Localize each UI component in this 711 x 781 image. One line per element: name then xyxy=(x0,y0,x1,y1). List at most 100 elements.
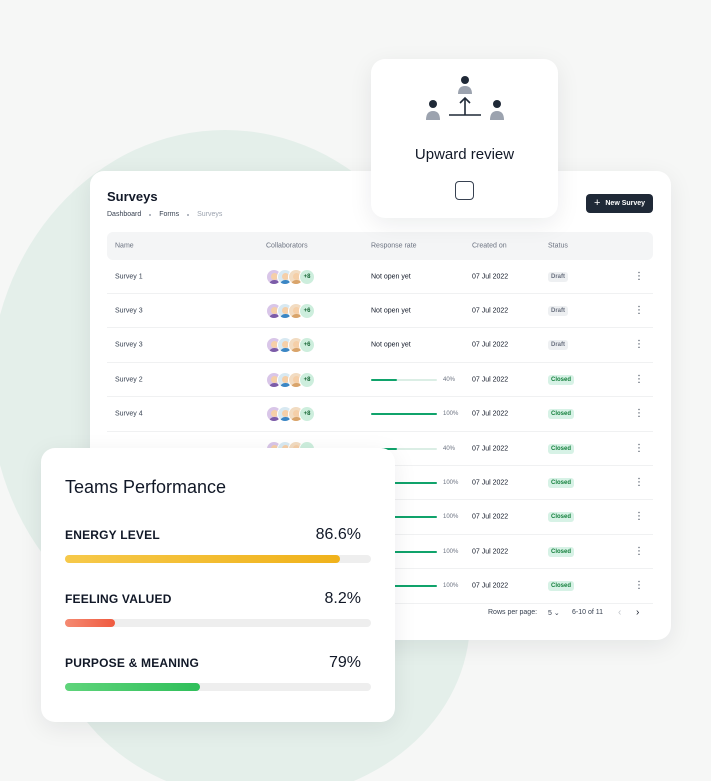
survey-name[interactable]: Survey 3 xyxy=(115,341,143,349)
table-row[interactable]: Survey 3 +6 Not open yet 07 Jul 2022 Dra… xyxy=(107,329,653,363)
more-options-icon[interactable]: ⋮ xyxy=(634,373,644,385)
more-options-icon[interactable]: ⋮ xyxy=(634,304,644,316)
metric-progress-fill xyxy=(65,683,200,691)
response-rate-percent: 100% xyxy=(443,548,459,555)
status-badge: Draft xyxy=(548,340,569,351)
column-header-collaborators[interactable]: Collaborators xyxy=(266,242,308,250)
table-row[interactable]: Survey 4 +8 100% 07 Jul 2022 Closed ⋮ xyxy=(107,398,653,432)
status-badge: Closed xyxy=(548,477,575,488)
more-options-icon[interactable]: ⋮ xyxy=(634,580,644,592)
response-rate-text: Not open yet xyxy=(371,273,411,280)
response-rate-bar xyxy=(371,378,437,381)
upward-review-checkbox[interactable] xyxy=(455,181,474,200)
collaborator-avatars[interactable]: +6 xyxy=(266,302,315,319)
response-rate-percent: 100% xyxy=(443,583,459,590)
created-on-date: 07 Jul 2022 xyxy=(472,582,509,590)
status-badge: Closed xyxy=(548,409,575,420)
table-header: Name Collaborators Response rate Created… xyxy=(107,232,653,260)
response-rate-bar xyxy=(371,481,437,484)
column-header-name[interactable]: Name xyxy=(115,242,134,250)
breadcrumb: Dashboard Forms Surveys xyxy=(107,211,222,218)
survey-name[interactable]: Survey 2 xyxy=(115,376,143,384)
survey-name[interactable]: Survey 3 xyxy=(115,307,143,315)
created-on-date: 07 Jul 2022 xyxy=(472,376,509,384)
status-badge: Closed xyxy=(548,546,575,557)
survey-name[interactable]: Survey 1 xyxy=(115,273,143,280)
more-collaborators-badge: +8 xyxy=(299,371,315,388)
more-collaborators-badge: +8 xyxy=(299,406,315,423)
upward-review-card[interactable]: Upward review xyxy=(371,59,558,218)
more-options-icon[interactable]: ⋮ xyxy=(634,545,644,557)
response-rate-text: Not open yet xyxy=(371,307,411,315)
created-on-date: 07 Jul 2022 xyxy=(472,479,509,487)
breadcrumb-separator xyxy=(187,213,190,216)
created-on-date: 07 Jul 2022 xyxy=(472,548,509,556)
survey-name[interactable]: Survey 4 xyxy=(115,410,143,418)
metric-label: FEELING VALUED xyxy=(65,592,172,606)
metric-label: ENERGY LEVEL xyxy=(65,528,160,542)
breadcrumb-separator xyxy=(149,213,152,216)
rows-per-page-select[interactable]: 5 ⌄ xyxy=(548,609,560,617)
collaborator-avatars[interactable]: +8 xyxy=(266,371,315,388)
created-on-date: 07 Jul 2022 xyxy=(472,513,509,521)
status-badge: Closed xyxy=(548,443,575,454)
response-rate-percent: 100% xyxy=(443,514,459,521)
table-row[interactable]: Survey 2 +8 40% 07 Jul 2022 Closed ⋮ xyxy=(107,363,653,398)
new-survey-button[interactable]: + New Survey xyxy=(586,194,653,213)
rows-per-page-label: Rows per page: xyxy=(488,609,538,616)
metric-progress-track xyxy=(65,555,371,563)
status-badge: Closed xyxy=(548,374,575,385)
more-options-icon[interactable]: ⋮ xyxy=(634,339,644,351)
upward-review-label: Upward review xyxy=(414,146,515,163)
plus-icon: + xyxy=(593,197,601,209)
metric-progress-fill xyxy=(65,555,341,563)
metric-value: 86.6% xyxy=(315,526,361,543)
response-rate-bar xyxy=(371,413,437,416)
breadcrumb-surveys: Surveys xyxy=(197,211,223,218)
more-options-icon[interactable]: ⋮ xyxy=(634,270,644,282)
created-on-date: 07 Jul 2022 xyxy=(472,341,509,349)
table-row[interactable]: Survey 1 +8 Not open yet 07 Jul 2022 Dra… xyxy=(107,260,653,294)
more-options-icon[interactable]: ⋮ xyxy=(634,511,644,523)
response-rate-percent: 40% xyxy=(443,376,456,383)
column-header-created-on[interactable]: Created on xyxy=(472,242,507,250)
teams-performance-card: Teams Performance ENERGY LEVEL 86.6% FEE… xyxy=(41,448,395,722)
created-on-date: 07 Jul 2022 xyxy=(472,445,509,452)
column-header-response-rate[interactable]: Response rate xyxy=(371,242,417,250)
more-collaborators-badge: +6 xyxy=(299,302,315,319)
response-rate-percent: 100% xyxy=(443,411,459,418)
metric-progress-track xyxy=(65,683,371,691)
status-badge: Draft xyxy=(548,305,569,316)
collaborator-avatars[interactable]: +8 xyxy=(266,268,315,285)
status-badge: Draft xyxy=(548,271,569,282)
rows-per-page-value: 5 xyxy=(548,610,552,617)
created-on-date: 07 Jul 2022 xyxy=(472,273,509,280)
hierarchy-upward-icon xyxy=(426,76,504,120)
teams-performance-title: Teams Performance xyxy=(65,477,227,497)
more-collaborators-badge: +8 xyxy=(299,268,315,285)
metric-progress-fill xyxy=(65,619,116,627)
more-options-icon[interactable]: ⋮ xyxy=(634,408,644,420)
breadcrumb-dashboard[interactable]: Dashboard xyxy=(107,211,142,218)
metric-value: 8.2% xyxy=(324,590,361,607)
column-header-status[interactable]: Status xyxy=(548,242,568,250)
created-on-date: 07 Jul 2022 xyxy=(472,307,509,315)
status-badge: Closed xyxy=(548,512,575,523)
chevron-left-icon[interactable]: ‹ xyxy=(618,607,622,618)
collaborator-avatars[interactable]: +8 xyxy=(266,406,315,423)
chevron-right-icon[interactable]: › xyxy=(636,607,640,618)
response-rate-bar xyxy=(371,516,437,519)
response-rate-text: Not open yet xyxy=(371,341,411,349)
metric-value: 79% xyxy=(328,654,361,671)
status-badge: Closed xyxy=(548,581,575,592)
response-rate-bar xyxy=(371,550,437,553)
breadcrumb-forms[interactable]: Forms xyxy=(159,211,180,218)
pagination-range: 6-10 of 11 xyxy=(572,609,604,616)
collaborator-avatars[interactable]: +6 xyxy=(266,337,315,354)
table-row[interactable]: Survey 3 +6 Not open yet 07 Jul 2022 Dra… xyxy=(107,294,653,329)
more-options-icon[interactable]: ⋮ xyxy=(634,442,644,454)
metric-progress-track xyxy=(65,619,371,627)
new-survey-label: New Survey xyxy=(605,200,646,207)
metric-label: PURPOSE & MEANING xyxy=(65,656,200,670)
more-options-icon[interactable]: ⋮ xyxy=(634,476,644,488)
